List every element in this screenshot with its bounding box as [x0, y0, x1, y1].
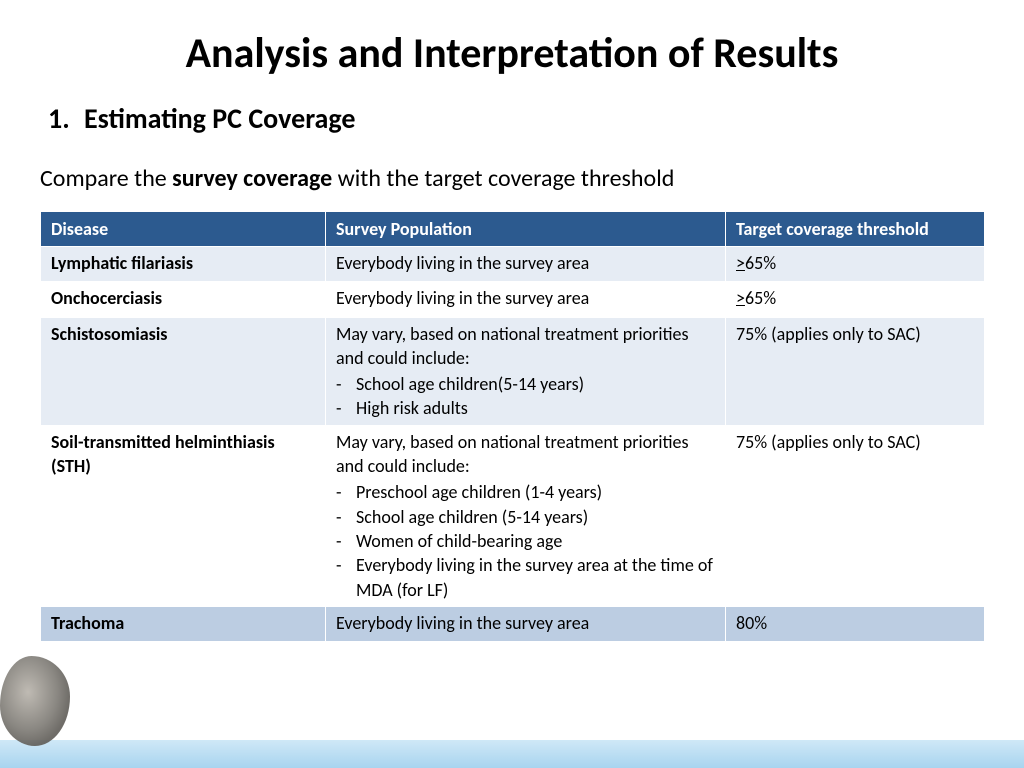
- table-body: Lymphatic filariasis Everybody living in …: [41, 247, 985, 642]
- cell-disease: Onchocerciasis: [41, 282, 326, 317]
- threshold-value: 75% (applies only to SAC): [736, 431, 921, 453]
- cell-threshold: >65%: [726, 247, 985, 282]
- intro-post: with the target coverage threshold: [332, 164, 674, 193]
- list-item: School age children(5-14 years): [356, 372, 715, 396]
- threshold-value: 75% (applies only to SAC): [736, 323, 921, 345]
- population-main: May vary, based on national treatment pr…: [336, 322, 715, 371]
- population-main: Everybody living in the survey area: [336, 286, 715, 310]
- intro-bold: survey coverage: [172, 164, 332, 193]
- population-main: May vary, based on national treatment pr…: [336, 430, 715, 479]
- col-population: Survey Population: [326, 212, 726, 247]
- cell-threshold: 75% (applies only to SAC): [726, 425, 985, 606]
- section-heading: 1.Estimating PC Coverage: [48, 101, 984, 136]
- intro-paragraph: Compare the survey coverage with the tar…: [40, 164, 984, 193]
- section-text: Estimating PC Coverage: [84, 101, 355, 136]
- table-row: SchistosomiasisMay vary, based on nation…: [41, 317, 985, 425]
- section-number: 1.: [48, 101, 84, 136]
- cell-population: Everybody living in the survey area: [326, 247, 726, 282]
- list-item: High risk adults: [356, 396, 715, 420]
- table-row: Onchocerciasis Everybody living in the su…: [41, 282, 985, 317]
- slide-title: Analysis and Interpretation of Results: [40, 28, 984, 79]
- population-list: Preschool age children (1-4 years)School…: [336, 480, 715, 601]
- table-row: Lymphatic filariasis Everybody living in …: [41, 247, 985, 282]
- cell-disease: Soil-transmitted helminthiasis (STH): [41, 425, 326, 606]
- cell-disease: Lymphatic filariasis: [41, 247, 326, 282]
- list-item: Preschool age children (1-4 years): [356, 480, 715, 504]
- list-item: School age children (5-14 years): [356, 505, 715, 529]
- cell-disease: Trachoma: [41, 606, 326, 641]
- table-header-row: Disease Survey Population Target coverag…: [41, 212, 985, 247]
- population-main: Everybody living in the survey area: [336, 611, 715, 635]
- list-item: Women of child-bearing age: [356, 529, 715, 553]
- col-threshold: Target coverage threshold: [726, 212, 985, 247]
- threshold-value: 65%: [745, 252, 776, 274]
- intro-pre: Compare the: [40, 164, 172, 193]
- gte-symbol: >: [736, 252, 745, 274]
- cell-threshold: >65%: [726, 282, 985, 317]
- threshold-value: 65%: [745, 287, 776, 309]
- cell-threshold: 75% (applies only to SAC): [726, 317, 985, 425]
- population-main: Everybody living in the survey area: [336, 251, 715, 275]
- background-rock-image: [0, 656, 70, 746]
- table-row: Trachoma Everybody living in the survey a…: [41, 606, 985, 641]
- population-list: School age children(5-14 years)High risk…: [336, 372, 715, 421]
- cell-disease: Schistosomiasis: [41, 317, 326, 425]
- cell-threshold: 80%: [726, 606, 985, 641]
- coverage-table: Disease Survey Population Target coverag…: [40, 211, 985, 642]
- cell-population: May vary, based on national treatment pr…: [326, 425, 726, 606]
- cell-population: Everybody living in the survey area: [326, 606, 726, 641]
- gte-symbol: >: [736, 287, 745, 309]
- table-row: Soil-transmitted helminthiasis (STH)May …: [41, 425, 985, 606]
- threshold-value: 80%: [736, 612, 767, 634]
- col-disease: Disease: [41, 212, 326, 247]
- background-water-strip: [0, 740, 1024, 768]
- slide: Analysis and Interpretation of Results 1…: [0, 0, 1024, 642]
- list-item: Everybody living in the survey area at t…: [356, 553, 715, 602]
- cell-population: Everybody living in the survey area: [326, 282, 726, 317]
- cell-population: May vary, based on national treatment pr…: [326, 317, 726, 425]
